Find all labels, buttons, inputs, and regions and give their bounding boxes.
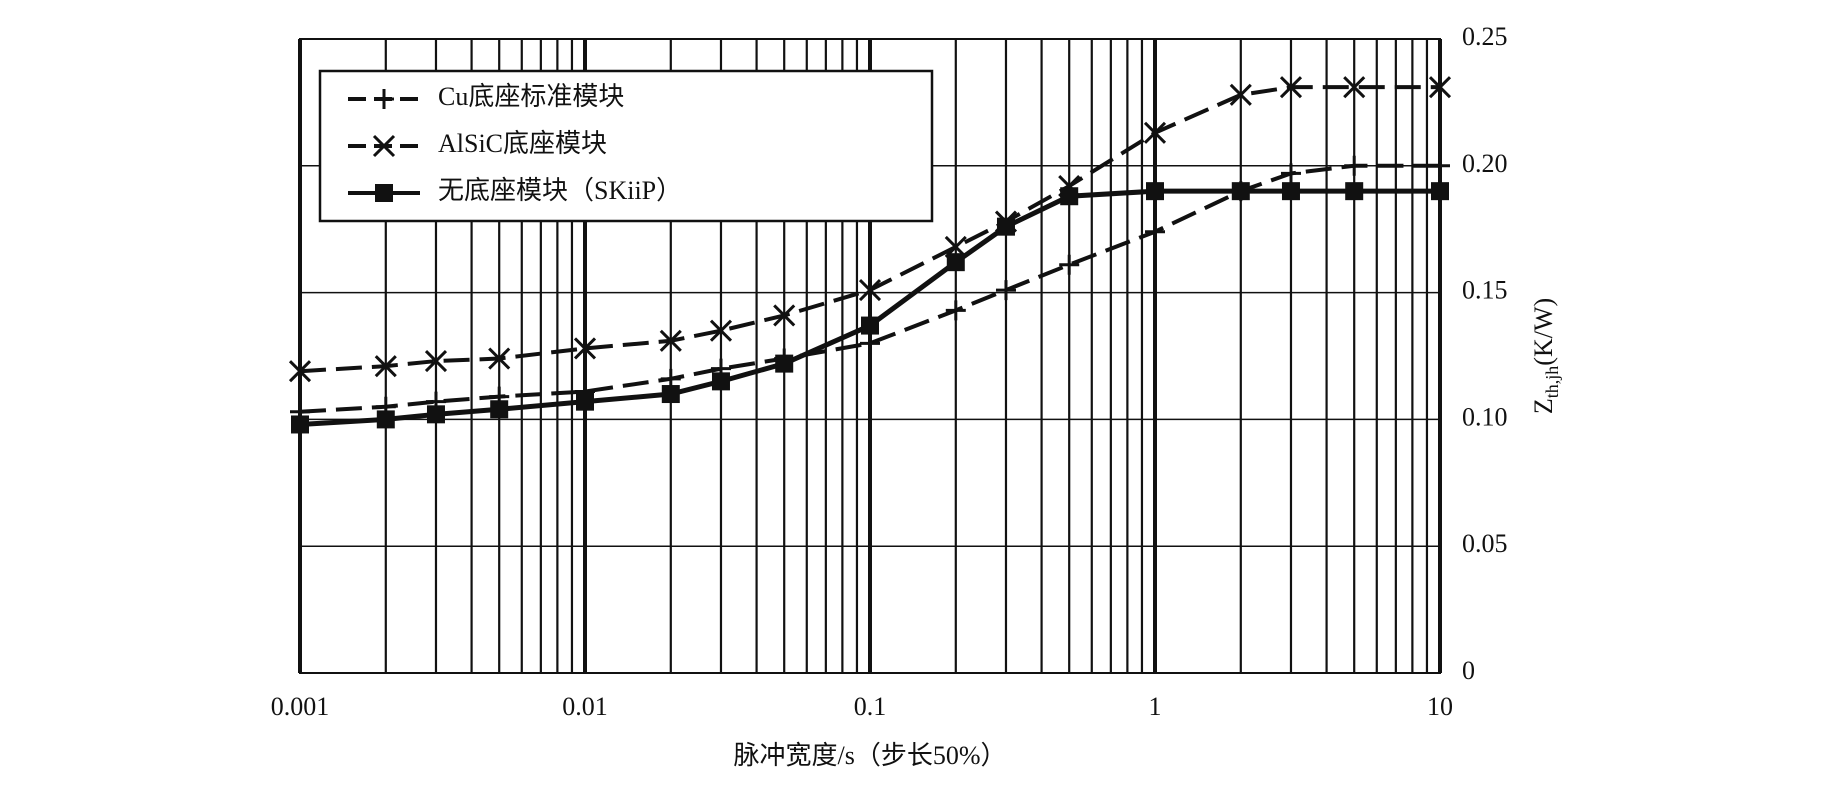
- marker: [860, 333, 880, 354]
- series-line: [299, 163, 1440, 414]
- y-tick-label: 0.10: [1462, 402, 1508, 431]
- marker: [1279, 76, 1303, 99]
- marker: [1281, 182, 1300, 201]
- marker: [576, 392, 594, 411]
- marker: [424, 350, 448, 373]
- marker: [996, 217, 1015, 236]
- marker: [1229, 83, 1252, 106]
- marker: [1344, 155, 1365, 176]
- x-tick-label: 0.01: [562, 692, 608, 721]
- marker: [573, 337, 597, 360]
- marker: [1428, 76, 1452, 99]
- marker: [711, 372, 730, 391]
- plot-frame: [299, 38, 1441, 674]
- marker: [1059, 254, 1080, 275]
- marker: [376, 410, 395, 429]
- y-tick-label: 0.25: [1462, 22, 1508, 51]
- marker: [659, 329, 682, 352]
- marker: [372, 134, 396, 158]
- legend-label: 无底座模块（SKiiP）: [438, 176, 682, 205]
- marker: [1060, 187, 1079, 206]
- marker: [490, 400, 509, 419]
- x-tick-label: 0.001: [271, 692, 330, 721]
- legend-box: [318, 69, 934, 223]
- marker: [1231, 182, 1250, 201]
- y-axis-label-unit: (K/W): [1529, 298, 1558, 366]
- marker: [1280, 163, 1301, 184]
- x-axis-label: 脉冲宽度/s（步长50%）: [733, 741, 1006, 770]
- marker: [1146, 182, 1164, 201]
- marker: [775, 354, 794, 373]
- y-tick-label: 0: [1462, 656, 1475, 685]
- y-axis-label-main: Z: [1529, 398, 1558, 414]
- y-axis-label-sub: th,jh: [1542, 366, 1562, 399]
- y-tick-label: 0.15: [1462, 276, 1508, 305]
- marker: [375, 184, 393, 202]
- marker: [858, 279, 882, 302]
- marker: [426, 405, 445, 424]
- marker: [1431, 182, 1449, 201]
- marker: [1345, 182, 1364, 201]
- y-axis-label: Zth,jh(K/W): [1529, 298, 1562, 414]
- marker: [1343, 76, 1366, 99]
- marker: [374, 89, 394, 109]
- marker: [288, 360, 312, 383]
- marker: [374, 355, 397, 378]
- marker: [661, 385, 680, 404]
- x-tick-label: 0.1: [854, 692, 887, 721]
- marker: [709, 319, 733, 342]
- marker: [995, 280, 1016, 301]
- marker: [291, 415, 309, 434]
- marker: [861, 316, 879, 335]
- y-tick-label: 0.05: [1462, 529, 1508, 558]
- marker: [1430, 155, 1450, 176]
- legend-label: AlSiC底座模块: [438, 129, 607, 158]
- marker: [1143, 121, 1167, 144]
- legend-label: Cu底座标准模块: [438, 82, 624, 111]
- marker: [946, 253, 965, 272]
- marker: [488, 347, 511, 370]
- marker: [945, 300, 966, 321]
- x-tick-label: 1: [1149, 692, 1162, 721]
- y-tick-label: 0.20: [1462, 149, 1508, 178]
- marker: [1145, 221, 1165, 242]
- x-tick-label: 10: [1427, 692, 1453, 721]
- marker: [773, 304, 796, 327]
